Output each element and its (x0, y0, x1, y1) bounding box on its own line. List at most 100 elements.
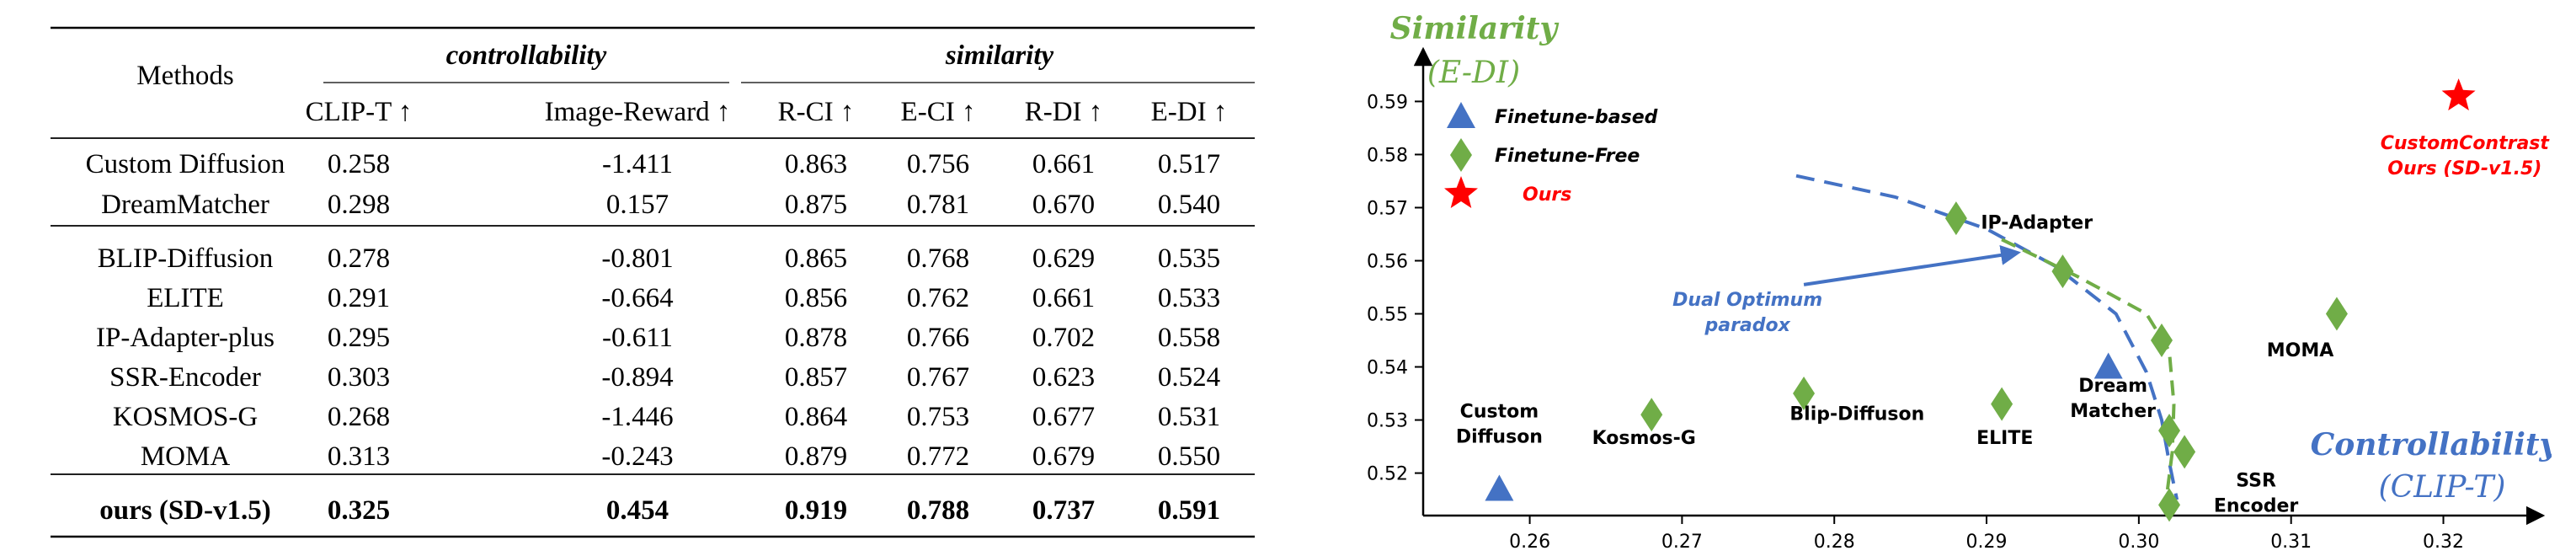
row-method-name: IP-Adapter-plus (96, 323, 275, 353)
table-cell: 0.278 (328, 243, 390, 274)
point-label: SSR (2236, 470, 2276, 491)
table-cell: 0.268 (328, 402, 390, 432)
table-cell: 0.558 (1158, 323, 1220, 353)
row-method-name: DreamMatcher (101, 190, 269, 220)
point-label: Diffuson (1456, 426, 1543, 447)
column-header: R-CI ↑ (778, 97, 855, 127)
table-cell: 0.303 (328, 362, 390, 393)
point-label: ELITE (1976, 428, 2033, 449)
annotation-arrow (1803, 245, 2021, 286)
table-cell: 0.629 (1032, 243, 1095, 274)
x-tick-label: 0.31 (2270, 532, 2312, 553)
row-method-name: BLIP-Diffusion (98, 243, 273, 274)
data-point-diamond (1991, 387, 2013, 421)
table-cell: 0.864 (785, 402, 847, 432)
table-cell: 0.865 (785, 243, 847, 274)
data-point-diamond (2325, 297, 2348, 331)
table-cell: 0.258 (328, 149, 390, 179)
point-label: IP-Adapter (1981, 213, 2093, 234)
point-label: Kosmos-G (1592, 428, 1696, 449)
data-point-triangle (1485, 474, 1514, 501)
table-cell: 0.677 (1032, 402, 1095, 432)
table-cell: 0.768 (907, 243, 969, 274)
x-tick-label: 0.29 (1966, 532, 2008, 553)
data-point-diamond (2173, 435, 2196, 469)
pareto-frontier-green (2001, 238, 2176, 500)
legend-finetune-based-marker (1447, 102, 1475, 128)
x-tick-label: 0.32 (2423, 532, 2464, 553)
table-cell: 0.540 (1158, 190, 1220, 220)
table-cell: 0.788 (907, 495, 969, 526)
table-cell: 0.661 (1032, 149, 1095, 179)
pareto-frontier-blue (1795, 174, 2179, 500)
y-tick-label: 0.56 (1367, 251, 1408, 272)
legend-label: Finetune-based (1495, 107, 1658, 128)
table-cell: 0.766 (907, 323, 969, 353)
table-cell: -0.611 (602, 323, 673, 353)
row-method-name: SSR-Encoder (109, 362, 261, 393)
table-cell: 0.856 (785, 283, 847, 313)
data-point-diamond (1793, 377, 1816, 411)
table-cell: 0.517 (1158, 149, 1220, 179)
column-header: R-DI ↑ (1025, 97, 1103, 127)
table-cell: 0.535 (1158, 243, 1220, 274)
annotation-label: paradox (1704, 315, 1790, 336)
table-cell: 0.919 (785, 495, 847, 526)
point-label: Custom (1460, 401, 1539, 422)
table-cell: 0.879 (785, 441, 847, 472)
table-cell: 0.753 (907, 402, 969, 432)
legend-label: Finetune-Free (1495, 146, 1640, 167)
table-cell: 0.533 (1158, 283, 1220, 313)
column-header: E-DI ↑ (1151, 97, 1228, 127)
data-point-diamond (2051, 254, 2074, 289)
y-tick-label: 0.57 (1367, 198, 1408, 219)
column-header: E-CI ↑ (901, 97, 976, 127)
table-cell: 0.661 (1032, 283, 1095, 313)
table-cell: 0.670 (1032, 190, 1095, 220)
data-point-diamond (2158, 488, 2181, 522)
table-cell: 0.531 (1158, 402, 1220, 432)
x-tick-label: 0.30 (2118, 532, 2159, 553)
data-point-star (2441, 78, 2476, 111)
point-label: Ours (SD-v1.5) (2387, 158, 2541, 179)
results-table: Methods controllability similarity CLIP-T ↑… (51, 26, 1255, 538)
table-cell: 0.550 (1158, 441, 1220, 472)
data-point-diamond (2150, 323, 2173, 358)
table-cell: -1.411 (602, 149, 673, 179)
table-cell: 0.524 (1158, 362, 1220, 393)
row-method-name: ours (SD-v1.5) (99, 495, 271, 526)
point-label: MOMA (2267, 340, 2334, 361)
row-method-name: KOSMOS-G (113, 402, 258, 432)
group-header-similarity: similarity (945, 40, 1054, 71)
group-header-controllability: controllability (446, 40, 607, 71)
table-cell: -1.446 (601, 402, 673, 432)
y-tick-label: 0.53 (1367, 411, 1408, 432)
legend-ours-marker (1444, 176, 1478, 208)
table-cell: 0.781 (907, 190, 969, 220)
annotation-label: Dual Optimum (1672, 290, 1822, 311)
table-cell: 0.157 (606, 190, 669, 220)
table-cell: 0.325 (328, 495, 390, 526)
table-cell: 0.454 (606, 495, 669, 526)
data-point-diamond (1640, 398, 1663, 432)
table-cell: 0.679 (1032, 441, 1095, 472)
x-tick-label: 0.27 (1661, 532, 1703, 553)
table-cell: 0.291 (328, 283, 390, 313)
table-cell: 0.762 (907, 283, 969, 313)
row-method-name: MOMA (141, 441, 231, 472)
methods-header: Methods (136, 61, 234, 91)
point-label: Encoder (2214, 495, 2299, 516)
table-cell: 0.767 (907, 362, 969, 393)
point-label: Dream (2078, 376, 2147, 397)
table-cell: 0.875 (785, 190, 847, 220)
x-tick-label: 0.26 (1509, 532, 1550, 553)
legend-finetune-free-marker (1450, 138, 1472, 172)
x-axis-subtitle: (CLIP-T) (2379, 470, 2506, 505)
table-cell: 0.756 (907, 149, 969, 179)
table-cell: 0.298 (328, 190, 390, 220)
y-tick-label: 0.58 (1367, 145, 1408, 166)
y-axis-subtitle: (E-DI) (1427, 56, 1520, 90)
scatter-chart: 0.26 0.27 0.28 0.29 0.30 0.31 0.32 0.52 0.53 0.54… (1367, 11, 2552, 553)
table-cell: -0.801 (601, 243, 673, 274)
y-tick-label: 0.52 (1367, 464, 1408, 485)
